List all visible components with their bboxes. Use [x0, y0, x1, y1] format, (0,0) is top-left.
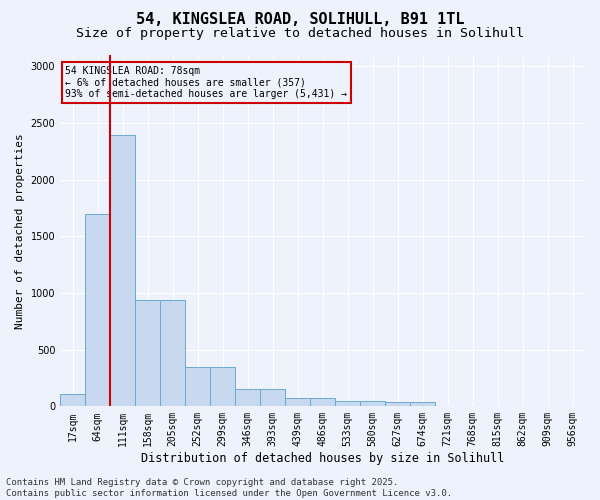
Y-axis label: Number of detached properties: Number of detached properties	[15, 133, 25, 328]
X-axis label: Distribution of detached houses by size in Solihull: Distribution of detached houses by size …	[141, 452, 504, 465]
Text: 54, KINGSLEA ROAD, SOLIHULL, B91 1TL: 54, KINGSLEA ROAD, SOLIHULL, B91 1TL	[136, 12, 464, 28]
Bar	[110, 136, 135, 406]
Bar	[285, 398, 310, 406]
Bar	[85, 214, 110, 406]
Bar	[135, 300, 160, 406]
Bar	[185, 366, 210, 406]
Bar	[310, 398, 335, 406]
Bar	[385, 402, 410, 406]
Bar	[360, 400, 385, 406]
Bar	[410, 402, 435, 406]
Bar	[210, 366, 235, 406]
Text: 54 KINGSLEA ROAD: 78sqm
← 6% of detached houses are smaller (357)
93% of semi-de: 54 KINGSLEA ROAD: 78sqm ← 6% of detached…	[65, 66, 347, 98]
Text: Size of property relative to detached houses in Solihull: Size of property relative to detached ho…	[76, 28, 524, 40]
Bar	[160, 300, 185, 406]
Bar	[60, 394, 85, 406]
Bar	[335, 400, 360, 406]
Bar	[235, 390, 260, 406]
Bar	[260, 390, 285, 406]
Text: Contains HM Land Registry data © Crown copyright and database right 2025.
Contai: Contains HM Land Registry data © Crown c…	[6, 478, 452, 498]
